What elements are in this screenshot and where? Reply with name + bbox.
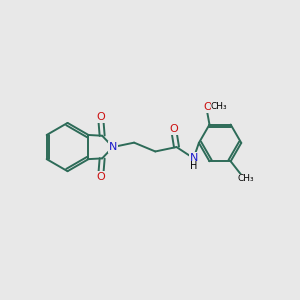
Text: O: O [96,112,105,122]
Text: H: H [190,161,197,172]
Text: O: O [96,172,105,182]
Text: N: N [189,153,198,163]
Text: O: O [204,103,212,112]
Text: O: O [169,124,178,134]
Text: CH₃: CH₃ [238,174,255,183]
Text: CH₃: CH₃ [211,101,227,110]
Text: N: N [109,142,117,152]
